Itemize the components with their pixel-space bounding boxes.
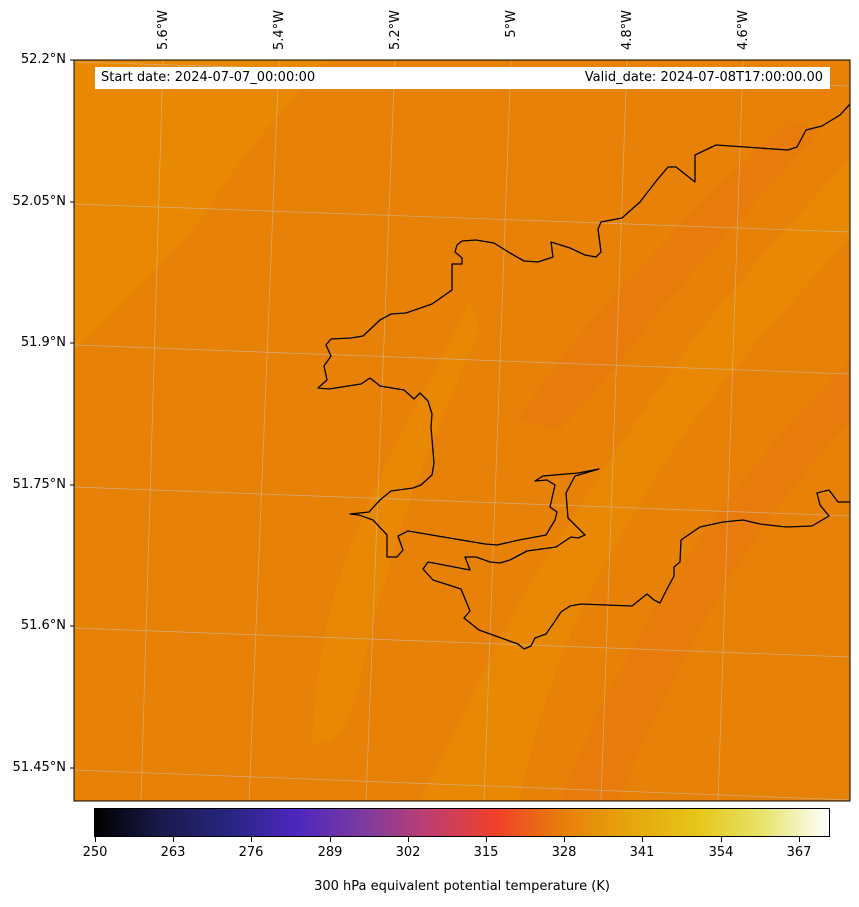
lat-label: 51.9°N: [20, 335, 66, 350]
lon-label: 5.4°W: [272, 10, 287, 51]
valid-date-text: Valid_date: 2024-07-08T17:00:00.00: [584, 70, 823, 85]
field-band-light: [312, 300, 480, 745]
map-frame: [73, 59, 851, 802]
colorbar-tick: [799, 837, 800, 842]
field-band-light: [420, 160, 850, 800]
field-band-light: [74, 60, 330, 350]
field-band-dark: [520, 120, 820, 430]
colorbar-tick: [251, 837, 252, 842]
lat-label: 52.05°N: [12, 194, 66, 209]
lon-label: 5.2°W: [388, 10, 403, 51]
colorbar-tick-label: 341: [629, 845, 655, 860]
colorbar-tick-label: 367: [786, 845, 812, 860]
gridlines: [74, 60, 850, 801]
colorbar-tick: [642, 837, 643, 842]
colorbar-tick-label: 289: [317, 845, 343, 860]
colorbar-tick: [330, 837, 331, 842]
colorbar-tick: [721, 837, 722, 842]
lat-ticks: [70, 59, 74, 769]
colorbar-title: 300 hPa equivalent potential temperature…: [314, 879, 610, 894]
colorbar-tick-label: 263: [160, 845, 186, 860]
coastline: [317, 103, 850, 650]
field-band-dark: [560, 360, 850, 800]
colorbar-tick: [486, 837, 487, 842]
lon-label: 4.8°W: [620, 10, 635, 51]
lat-label: 52.2°N: [20, 52, 66, 67]
colorbar-tick-label: 302: [395, 845, 421, 860]
colorbar: [94, 808, 830, 837]
lon-label: 4.6°W: [736, 10, 751, 51]
lon-label: 5.6°W: [156, 10, 171, 51]
colorbar-tick-label: 328: [551, 845, 577, 860]
lat-label: 51.6°N: [20, 618, 66, 633]
colorbar-tick-label: 354: [708, 845, 734, 860]
date-info-box: Start date: 2024-07-07_00:00:00 Valid_da…: [95, 67, 830, 89]
lat-label: 51.45°N: [12, 760, 66, 775]
colorbar-tick-label: 315: [473, 845, 499, 860]
start-date-text: Start date: 2024-07-07_00:00:00: [101, 70, 316, 85]
colorbar-fill: [95, 809, 829, 836]
colorbar-tick: [95, 837, 96, 842]
colorbar-tick: [173, 837, 174, 842]
lon-label: 5°W: [504, 10, 519, 38]
colorbar-tick-label: 276: [238, 845, 264, 860]
colorbar-tick: [564, 837, 565, 842]
colorbar-tick: [408, 837, 409, 842]
colorbar-tick-label: 250: [82, 845, 108, 860]
lat-label: 51.75°N: [12, 477, 66, 492]
